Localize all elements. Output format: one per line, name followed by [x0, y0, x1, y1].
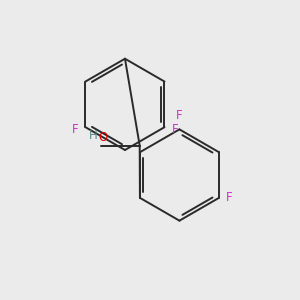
- Text: H: H: [89, 129, 98, 142]
- Text: F: F: [176, 109, 183, 122]
- Text: F: F: [71, 123, 78, 136]
- Text: F: F: [226, 191, 233, 204]
- Text: O: O: [98, 131, 107, 144]
- Text: F: F: [172, 123, 178, 136]
